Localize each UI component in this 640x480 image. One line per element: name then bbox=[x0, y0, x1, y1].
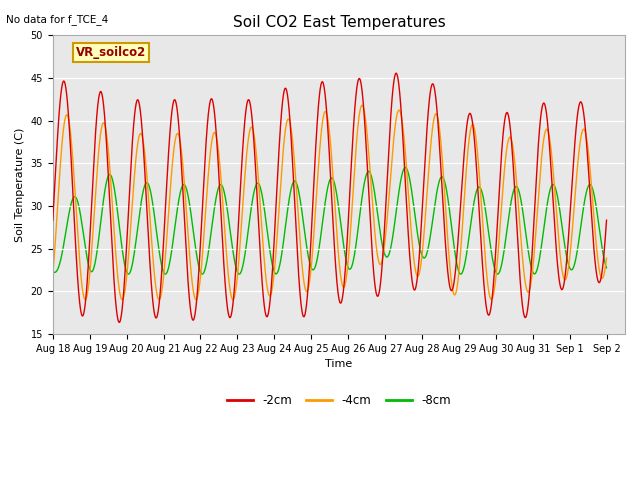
Text: VR_soilco2: VR_soilco2 bbox=[76, 46, 146, 59]
Legend: -2cm, -4cm, -8cm: -2cm, -4cm, -8cm bbox=[222, 389, 456, 411]
Y-axis label: Soil Temperature (C): Soil Temperature (C) bbox=[15, 127, 25, 242]
Text: No data for f_TCE_4: No data for f_TCE_4 bbox=[6, 14, 109, 25]
Title: Soil CO2 East Temperatures: Soil CO2 East Temperatures bbox=[232, 15, 445, 30]
X-axis label: Time: Time bbox=[325, 359, 353, 369]
